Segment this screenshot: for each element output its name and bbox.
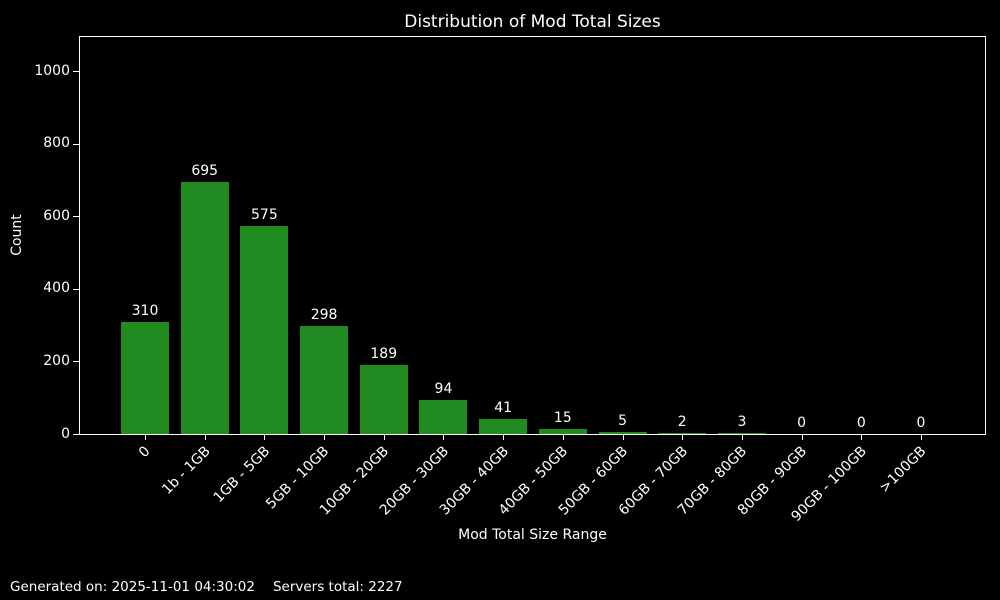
- bar-value-label: 94: [434, 380, 453, 397]
- y-tick-label: 200: [43, 352, 70, 369]
- x-tick-label: 1b - 1GB: [158, 443, 214, 498]
- chart-title: Distribution of Mod Total Sizes: [404, 12, 661, 32]
- footer-servers-total: Servers total: 2227: [272, 579, 403, 595]
- plot-area: 310 695 575 298 189 94 41 15 5 2 3 0 0 0: [79, 36, 986, 435]
- x-tick-mark: [204, 435, 206, 440]
- bar: [180, 182, 229, 434]
- bar-value-label: 189: [370, 346, 398, 363]
- bar-value-label: 0: [856, 415, 866, 431]
- bar: [658, 433, 707, 434]
- x-tick-mark: [443, 435, 445, 440]
- x-tick-mark: [383, 435, 385, 440]
- bar: [479, 419, 528, 434]
- footer-generated-timestamp: Generated on: 2025-11-01 04:30:02: [10, 579, 255, 595]
- bar-value-label: 2: [677, 414, 687, 431]
- bar: [419, 399, 468, 434]
- x-tick-mark: [682, 435, 684, 440]
- x-tick-mark: [264, 435, 266, 440]
- bar-value-label: 15: [553, 409, 572, 426]
- x-tick-mark: [324, 435, 326, 440]
- y-tick-mark: [73, 361, 80, 363]
- bar: [240, 225, 289, 434]
- bar-value-label: 310: [131, 302, 159, 319]
- bar-value-label: 695: [191, 163, 219, 180]
- x-tick-mark: [622, 435, 624, 440]
- x-tick-mark: [861, 435, 863, 440]
- x-tick-label: 1GB - 5GB: [210, 443, 273, 507]
- bar-value-label: 298: [310, 306, 338, 323]
- x-tick-mark: [503, 435, 505, 440]
- footer: Generated on: 2025-11-01 04:30:02 Server…: [10, 579, 403, 595]
- bar: [538, 428, 587, 434]
- y-tick-mark: [73, 143, 80, 145]
- y-tick-mark: [73, 434, 80, 435]
- x-tick-label: >100GB: [876, 443, 930, 497]
- x-axis-title: Mod Total Size Range: [458, 527, 607, 543]
- y-tick-label: 600: [43, 207, 70, 224]
- bar-value-label: 3: [737, 413, 747, 430]
- x-tick-mark: [921, 435, 922, 440]
- bar: [121, 321, 169, 434]
- x-tick-mark: [801, 435, 803, 440]
- x-tick-mark: [741, 435, 743, 440]
- y-tick-mark: [73, 216, 80, 218]
- bar-value-label: 0: [797, 415, 807, 431]
- bar-value-label: 41: [494, 400, 513, 417]
- y-tick-label: 400: [43, 280, 70, 297]
- y-tick-label: 1000: [34, 62, 70, 79]
- y-tick-mark: [73, 288, 80, 290]
- x-tick-mark: [145, 435, 146, 440]
- y-tick-mark: [73, 71, 80, 73]
- bar-value-label: 5: [618, 413, 627, 430]
- bar: [717, 432, 766, 434]
- bar-value-label: 575: [251, 206, 278, 223]
- bar-value-label: 0: [916, 415, 926, 431]
- x-tick-label: 0: [135, 443, 154, 461]
- x-tick-mark: [562, 435, 564, 440]
- y-tick-label: 0: [61, 425, 70, 442]
- bar: [598, 432, 647, 434]
- y-tick-label: 800: [43, 135, 70, 152]
- bar: [359, 365, 408, 434]
- bar: [300, 325, 349, 434]
